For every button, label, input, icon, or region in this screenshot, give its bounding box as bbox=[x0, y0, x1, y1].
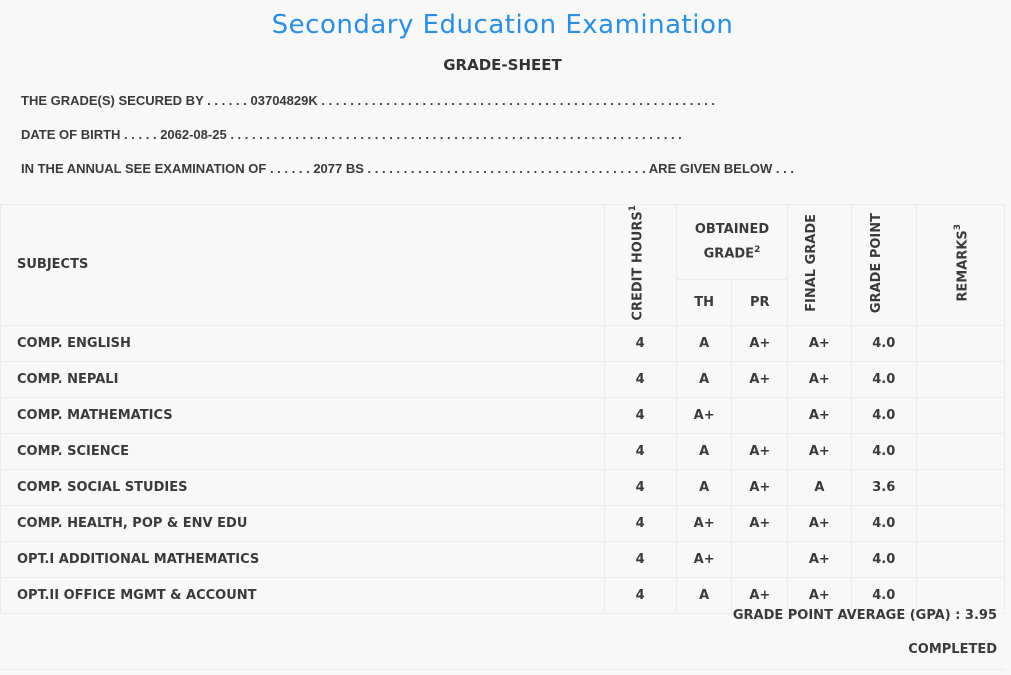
credit-cell: 4 bbox=[603, 576, 677, 614]
dob-value: 2062-08-25 bbox=[160, 127, 227, 142]
info-label: THE GRADE(S) SECURED BY bbox=[21, 93, 204, 108]
th-grade-cell: A bbox=[675, 324, 733, 362]
th-grade-cell: A+ bbox=[675, 504, 733, 542]
final-grade-cell: A+ bbox=[787, 504, 852, 542]
remarks-cell bbox=[916, 432, 1005, 470]
th-grade-cell: A+ bbox=[675, 396, 733, 434]
final-grade-cell: A+ bbox=[787, 396, 852, 434]
th-grade-cell: A bbox=[675, 576, 733, 614]
info-exam: IN THE ANNUAL SEE EXAMINATION OF . . . .… bbox=[21, 161, 794, 176]
remarks-cell bbox=[916, 324, 1005, 362]
final-grade-cell: A+ bbox=[787, 576, 852, 614]
page-subtitle: GRADE-SHEET bbox=[443, 56, 562, 74]
pr-grade-cell: A+ bbox=[731, 504, 789, 542]
pr-grade-cell: A+ bbox=[731, 360, 789, 398]
info-label: DATE OF BIRTH bbox=[21, 127, 121, 142]
subject-cell: COMP. NEPALI bbox=[0, 360, 605, 398]
header-final-grade: FINAL GRADE bbox=[787, 204, 852, 326]
table-row: COMP. ENGLISH 4 A A+ A+ 4.0 bbox=[0, 324, 1005, 362]
dot-leader: . . . . . . bbox=[207, 93, 247, 108]
table-row: COMP. MATHEMATICS 4 A+ A+ 4.0 bbox=[0, 396, 1005, 434]
th-grade-cell: A bbox=[675, 432, 733, 470]
remarks-cell bbox=[916, 540, 1005, 578]
credit-cell: 4 bbox=[603, 468, 677, 506]
subject-cell: OPT.I ADDITIONAL MATHEMATICS bbox=[0, 540, 605, 578]
grade-point-cell: 4.0 bbox=[850, 504, 918, 542]
table-row: OPT.I ADDITIONAL MATHEMATICS 4 A+ A+ 4.0 bbox=[0, 540, 1005, 578]
symbol-number: 03704829K bbox=[250, 93, 318, 108]
grade-point-cell: 4.0 bbox=[850, 360, 918, 398]
info-label: IN THE ANNUAL SEE EXAMINATION OF bbox=[21, 161, 267, 176]
final-grade-cell: A+ bbox=[787, 540, 852, 578]
pr-grade-cell: A+ bbox=[731, 468, 789, 506]
credit-cell: 4 bbox=[603, 396, 677, 434]
grade-point-cell: 3.6 bbox=[850, 468, 918, 506]
header-remarks: REMARKS3 bbox=[916, 204, 1005, 326]
dot-leader: . . . . . . . . . . . . . . . . . . . . … bbox=[321, 93, 716, 108]
th-grade-cell: A+ bbox=[675, 540, 733, 578]
th-grade-cell: A bbox=[675, 360, 733, 398]
grade-table: SUBJECTS CREDIT HOURS1 OBTAINED GRADE2 F… bbox=[0, 204, 1005, 614]
subject-cell: COMP. SOCIAL STUDIES bbox=[0, 468, 605, 506]
final-grade-cell: A+ bbox=[787, 360, 852, 398]
dot-leader: . . . . . . . . . . . . . . . . . . . . … bbox=[367, 161, 646, 176]
pr-grade-cell: A+ bbox=[731, 324, 789, 362]
credit-cell: 4 bbox=[603, 504, 677, 542]
dot-leader: . . . . . . . . . . . . . . . . . . . . … bbox=[230, 127, 682, 142]
remarks-cell bbox=[916, 468, 1005, 506]
dot-leader: . . . . . bbox=[124, 127, 157, 142]
final-grade-cell: A bbox=[787, 468, 852, 506]
th-grade-cell: A bbox=[675, 468, 733, 506]
subject-cell: COMP. MATHEMATICS bbox=[0, 396, 605, 434]
header-pr: PR bbox=[731, 278, 789, 326]
final-grade-cell: A+ bbox=[787, 324, 852, 362]
credit-cell: 4 bbox=[603, 324, 677, 362]
table-row: COMP. HEALTH, POP & ENV EDU 4 A+ A+ A+ 4.0 bbox=[0, 504, 1005, 542]
info-dob: DATE OF BIRTH . . . . . 2062-08-25 . . .… bbox=[21, 127, 682, 142]
subject-cell: COMP. ENGLISH bbox=[0, 324, 605, 362]
final-grade-cell: A+ bbox=[787, 432, 852, 470]
header-credit-hours: CREDIT HOURS1 bbox=[603, 204, 677, 326]
pr-grade-cell: A+ bbox=[731, 432, 789, 470]
grade-point-cell: 4.0 bbox=[850, 324, 918, 362]
remarks-cell bbox=[916, 576, 1005, 614]
divider bbox=[0, 669, 1005, 670]
subject-cell: COMP. HEALTH, POP & ENV EDU bbox=[0, 504, 605, 542]
remarks-cell bbox=[916, 396, 1005, 434]
grade-point-cell: 4.0 bbox=[850, 396, 918, 434]
pr-grade-cell: A+ bbox=[731, 576, 789, 614]
remarks-cell bbox=[916, 504, 1005, 542]
gpa-summary: GRADE POINT AVERAGE (GPA) : 3.95 bbox=[732, 608, 997, 623]
header-subjects: SUBJECTS bbox=[0, 204, 605, 326]
table-row: COMP. SOCIAL STUDIES 4 A A+ A 3.6 bbox=[0, 468, 1005, 506]
credit-cell: 4 bbox=[603, 540, 677, 578]
exam-year: 2077 BS bbox=[313, 161, 364, 176]
header-obtained-grade: OBTAINED GRADE2 bbox=[675, 204, 789, 280]
subject-cell: OPT.II OFFICE MGMT & ACCOUNT bbox=[0, 576, 605, 614]
pr-grade-cell bbox=[731, 396, 789, 434]
page-title: Secondary Education Examination bbox=[271, 10, 734, 40]
remarks-cell bbox=[916, 360, 1005, 398]
subject-cell: COMP. SCIENCE bbox=[0, 432, 605, 470]
table-row: COMP. NEPALI 4 A A+ A+ 4.0 bbox=[0, 360, 1005, 398]
table-row: COMP. SCIENCE 4 A A+ A+ 4.0 bbox=[0, 432, 1005, 470]
grade-point-cell: 4.0 bbox=[850, 576, 918, 614]
credit-cell: 4 bbox=[603, 432, 677, 470]
info-suffix: ARE GIVEN BELOW . . . bbox=[648, 161, 794, 176]
dot-leader: . . . . . . bbox=[269, 161, 310, 176]
info-secured-by: THE GRADE(S) SECURED BY . . . . . . 0370… bbox=[21, 93, 715, 108]
pr-grade-cell bbox=[731, 540, 789, 578]
header-th: TH bbox=[675, 278, 733, 326]
credit-cell: 4 bbox=[603, 360, 677, 398]
header-grade-point: GRADE POINT bbox=[850, 204, 918, 326]
table-row: OPT.II OFFICE MGMT & ACCOUNT 4 A A+ A+ 4.0 bbox=[0, 576, 1005, 614]
result-status: COMPLETED bbox=[908, 642, 997, 657]
grade-point-cell: 4.0 bbox=[850, 540, 918, 578]
grade-point-cell: 4.0 bbox=[850, 432, 918, 470]
